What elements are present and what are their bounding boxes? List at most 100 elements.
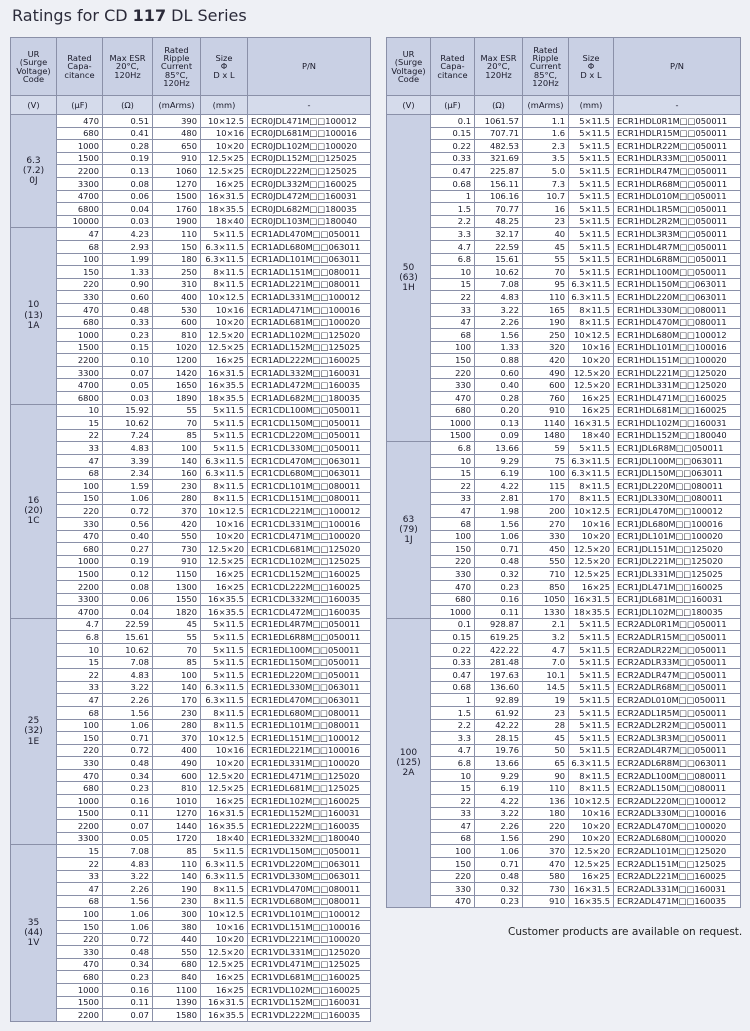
data-row: 10 10.62 70 5×11.5 ECR1HDL100M□□050011 bbox=[387, 265, 741, 279]
ripple-current: 65 bbox=[522, 756, 569, 770]
max-esr: 15.61 bbox=[102, 630, 153, 644]
data-row: 470 0.48 530 10×16 ECR1ADL471M□□100016 bbox=[11, 302, 371, 317]
part-number: ECR1HDLR47M□□050011 bbox=[613, 164, 741, 178]
capacitance: 10 bbox=[430, 768, 475, 783]
part-number: ECR1ADL102M□□125020 bbox=[247, 328, 371, 342]
data-row: 150 1.33 250 8×11.5 ECR1ADL151M□□080011 bbox=[11, 265, 371, 279]
data-row: 47 2.26 170 6.3×11.5 ECR1EDL470M□□063011 bbox=[11, 693, 371, 707]
capacitance: 1000 bbox=[56, 554, 103, 569]
capacitance: 0.68 bbox=[430, 176, 475, 191]
part-number: ECR0JDL681M□□100016 bbox=[247, 126, 371, 141]
ripple-current: 136 bbox=[522, 794, 569, 808]
max-esr: 0.23 bbox=[102, 328, 153, 342]
size: 12.5×25 bbox=[200, 957, 248, 972]
data-row: 68 1.56 250 10×12.5 ECR1HDL680M□□100012 bbox=[387, 328, 741, 342]
capacitance: 680 bbox=[56, 970, 103, 984]
data-row: 150 0.88 420 10×20 ECR1HDL151M□□100020 bbox=[387, 353, 741, 367]
capacitance: 330 bbox=[56, 290, 103, 304]
data-row: 3.3 28.15 45 5×11.5 ECR2ADL3R3M□□050011 bbox=[387, 731, 741, 745]
voltage-code-line: 16 bbox=[27, 495, 40, 506]
data-row: 150 1.06 280 8×11.5 ECR1CDL151M□□080011 bbox=[11, 491, 371, 506]
part-number: ECR1CDL472M□□160035 bbox=[247, 605, 371, 619]
size: 16×25 bbox=[200, 579, 248, 594]
voltage-code-line: (79) bbox=[399, 524, 418, 535]
part-number: ECR1CDL220M□□050011 bbox=[247, 428, 371, 443]
column-header-line: Size bbox=[215, 53, 233, 64]
part-number: ECR1HDL4R7M□□050011 bbox=[613, 239, 741, 254]
data-row: 100 1.99 180 6.3×11.5 ECR1ADL101M□□063011 bbox=[11, 252, 371, 267]
max-esr: 1.33 bbox=[474, 340, 523, 355]
column-header: P/N bbox=[613, 37, 741, 96]
max-esr: 9.29 bbox=[474, 454, 523, 468]
unit-label: (mm) bbox=[568, 95, 614, 115]
size: 5×11.5 bbox=[568, 139, 614, 153]
size: 10×12.5 bbox=[200, 907, 248, 921]
capacitance: 330 bbox=[430, 378, 475, 393]
column-header-line: (Surge bbox=[19, 57, 48, 68]
size: 12.5×25 bbox=[200, 151, 248, 166]
size: 16×25 bbox=[568, 579, 614, 594]
part-number: ECR1CDL470M□□063011 bbox=[247, 454, 371, 468]
part-number: ECR1CDL101M□□080011 bbox=[247, 479, 371, 493]
capacitance: 68 bbox=[430, 328, 475, 342]
size: 12.5×25 bbox=[200, 164, 248, 178]
part-number: ECR0JDL682M□□180035 bbox=[247, 202, 371, 216]
max-esr: 32.17 bbox=[474, 227, 523, 241]
max-esr: 0.48 bbox=[474, 554, 523, 569]
capacitance: 470 bbox=[56, 957, 103, 972]
max-esr: 0.06 bbox=[102, 592, 153, 607]
data-row: 0.33 321.69 3.5 5×11.5 ECR1HDLR33M□□050011 bbox=[387, 151, 741, 166]
data-row: 330 0.32 730 16×31.5 ECR2ADL331M□□160031 bbox=[387, 882, 741, 896]
size: 10×12.5 bbox=[568, 794, 614, 808]
data-row: 2200 0.08 1300 16×25 ECR1CDL222M□□160025 bbox=[11, 579, 371, 594]
part-number: ECR1HDL6R8M□□050011 bbox=[613, 252, 741, 267]
ripple-current: 250 bbox=[522, 328, 569, 342]
column-header-line: citance bbox=[437, 69, 468, 80]
size: 16×31.5 bbox=[200, 365, 248, 380]
data-row: 330 0.60 400 10×12.5 ECR1ADL331M□□100012 bbox=[11, 290, 371, 304]
capacitance: 0.33 bbox=[430, 655, 475, 670]
size: 10×16 bbox=[568, 806, 614, 821]
voltage-code: 16 (20) 1C bbox=[10, 403, 57, 619]
ripple-current: 2.1 bbox=[522, 617, 569, 632]
ripple-current: 1270 bbox=[152, 806, 201, 821]
data-row: 3300 0.05 1720 18×40 ECR1EDL332M□□180040 bbox=[11, 831, 371, 846]
ripple-current: 190 bbox=[522, 315, 569, 330]
part-number: ECR1EDL151M□□100012 bbox=[247, 731, 371, 745]
capacitance: 1000 bbox=[56, 982, 103, 997]
voltage-code-line: 63 bbox=[402, 514, 415, 525]
max-esr: 1.06 bbox=[102, 718, 153, 733]
ripple-current: 230 bbox=[152, 479, 201, 493]
data-row: 63 (79) 1J 6.8 13.66 59 5×11.5 ECR1JDL6R8M□□050… bbox=[386, 441, 741, 619]
capacitance: 1000 bbox=[430, 605, 475, 619]
capacitance: 1500 bbox=[56, 340, 103, 355]
ripple-current: 490 bbox=[152, 756, 201, 770]
max-esr: 2.34 bbox=[102, 466, 153, 481]
size: 6.3×11.5 bbox=[200, 680, 248, 695]
data-row: 4.7 22.59 45 5×11.5 ECR1HDL4R7M□□050011 bbox=[387, 239, 741, 254]
ripple-current: 3.5 bbox=[522, 151, 569, 166]
part-number: ECR2ADL010M□□050011 bbox=[613, 693, 741, 707]
column-header-line: Max ESR bbox=[109, 53, 146, 64]
size: 10×20 bbox=[200, 932, 248, 947]
table-header: UR (Surge Voltage) Code Rated Capa-citance Max… bbox=[386, 37, 741, 115]
unit-label: (Ω) bbox=[102, 95, 153, 115]
capacitance: 220 bbox=[56, 504, 103, 518]
capacitance: 680 bbox=[430, 403, 475, 418]
ripple-current: 480 bbox=[152, 126, 201, 141]
part-number: ECR0JDL471M□□100012 bbox=[247, 114, 371, 128]
size: 6.3×11.5 bbox=[200, 466, 248, 481]
size: 10×16 bbox=[200, 743, 248, 758]
capacitance: 15 bbox=[430, 277, 475, 292]
max-esr: 0.15 bbox=[102, 340, 153, 355]
size: 10×20 bbox=[200, 756, 248, 770]
max-esr: 0.48 bbox=[102, 302, 153, 317]
max-esr: 0.10 bbox=[102, 353, 153, 367]
part-number: ECR1VDL470M□□080011 bbox=[247, 882, 371, 896]
column-header: Max ESR 20°C, 120Hz bbox=[474, 37, 523, 96]
capacitance: 68 bbox=[56, 239, 103, 254]
size: 10×16 bbox=[200, 126, 248, 141]
capacitance: 6.8 bbox=[430, 756, 475, 770]
ripple-current: 390 bbox=[152, 114, 201, 128]
